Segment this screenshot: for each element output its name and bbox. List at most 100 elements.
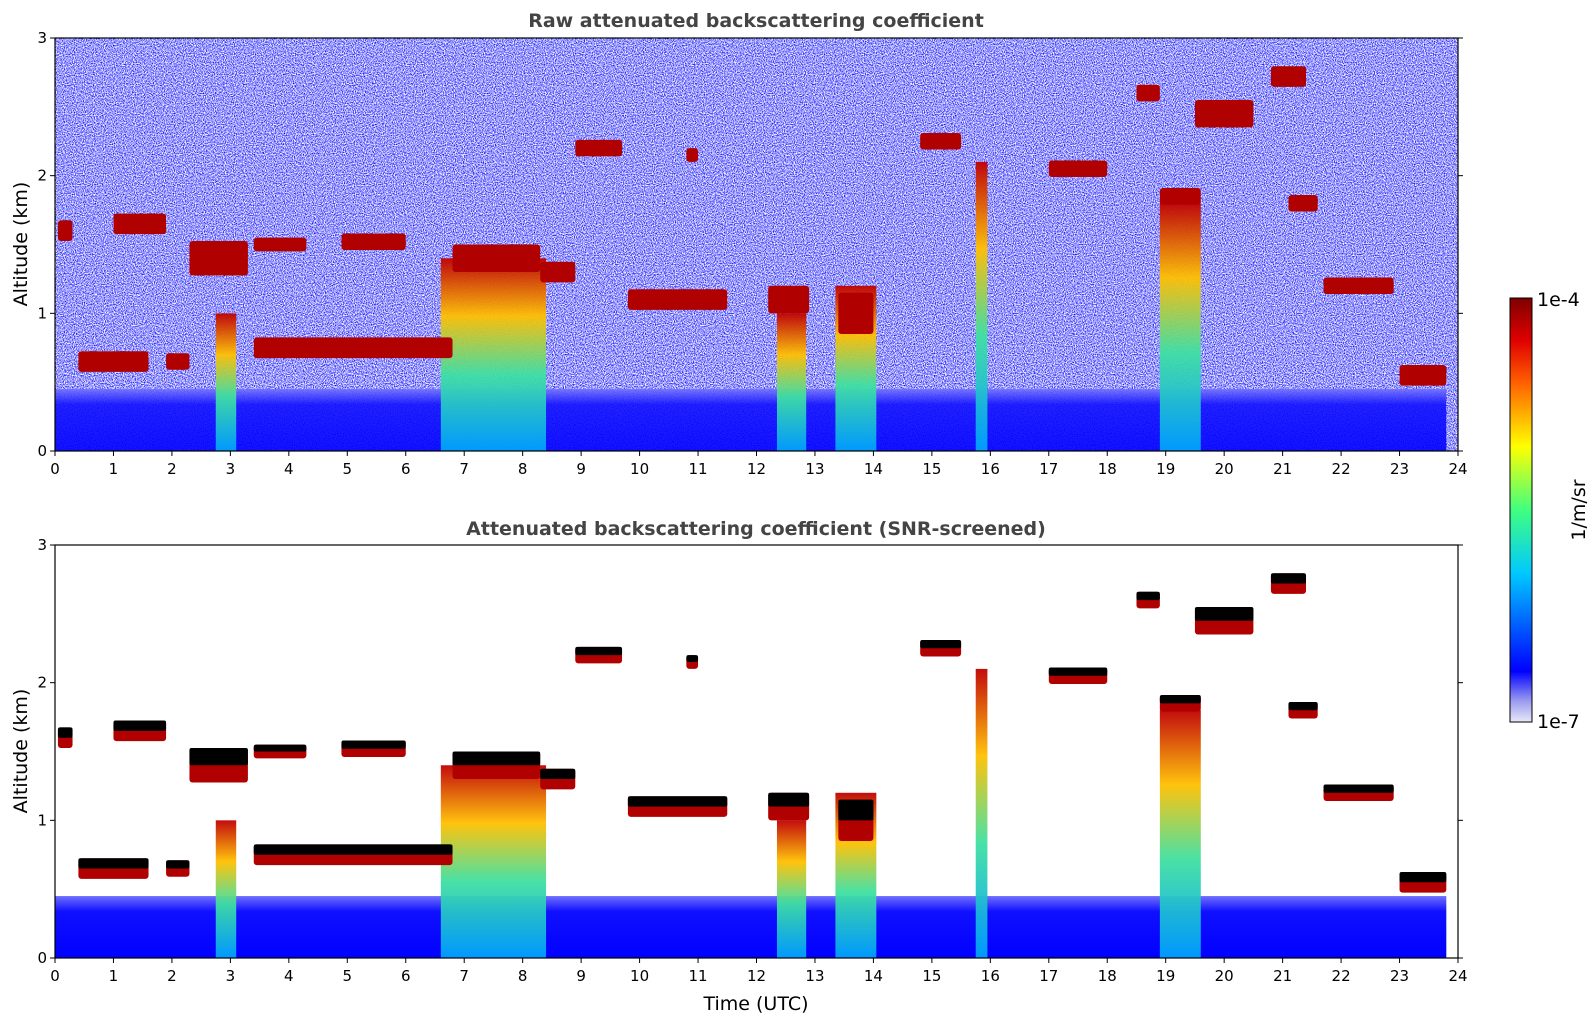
- x-tick-label: 10: [630, 460, 649, 478]
- x-tick-label: 18: [1098, 460, 1117, 478]
- aerosol-plume: [776, 820, 807, 958]
- x-axis-label: Time (UTC): [702, 993, 808, 1015]
- cloud-layer: [452, 244, 541, 273]
- aerosol-plume: [975, 668, 988, 958]
- x-tick-label: 3: [226, 967, 236, 985]
- x-tick-label: 2: [167, 460, 177, 478]
- cloud-layer: [57, 220, 73, 242]
- aerosol-plume: [215, 313, 237, 451]
- cloud-layer-top: [1194, 606, 1254, 621]
- x-tick-label: 22: [1332, 460, 1351, 478]
- cloud-layer-top: [1136, 591, 1160, 601]
- x-tick-label: 6: [401, 460, 411, 478]
- colorbar-max-label: 1e-4: [1537, 289, 1580, 311]
- x-tick-label: 13: [805, 967, 824, 985]
- x-tick-label: 5: [343, 967, 353, 985]
- colorbar-gradient: [1509, 297, 1533, 723]
- x-tick-label: 19: [1156, 967, 1175, 985]
- cloud-layer-top: [113, 720, 167, 731]
- panel-title: Attenuated backscattering coefficient (S…: [466, 518, 1046, 540]
- cloud-layer-top: [189, 748, 248, 766]
- cloud-layer-top: [1288, 701, 1318, 711]
- x-tick-label: 4: [284, 460, 294, 478]
- aerosol-plume: [215, 820, 237, 958]
- boundary-layer: [55, 389, 1447, 451]
- x-tick-label: 13: [805, 460, 824, 478]
- cloud-layer: [113, 213, 167, 235]
- x-tick-label: 23: [1390, 460, 1409, 478]
- x-tick-label: 17: [1039, 460, 1058, 478]
- cloud-layer: [1194, 99, 1254, 128]
- y-tick-label: 3: [37, 536, 47, 554]
- x-tick-label: 14: [864, 460, 883, 478]
- x-tick-label: 0: [50, 460, 60, 478]
- cloud-layer: [540, 261, 576, 283]
- x-tick-label: 5: [343, 460, 353, 478]
- aerosol-plume: [440, 765, 547, 958]
- colorbar-min-label: 1e-7: [1537, 711, 1580, 733]
- cloud-layer-top: [57, 727, 73, 738]
- panel-title: Raw attenuated backscattering coefficien…: [528, 10, 984, 32]
- x-tick-label: 11: [688, 967, 707, 985]
- x-tick-label: 7: [459, 967, 469, 985]
- cloud-layer-top: [452, 751, 541, 766]
- cloud-layer-top: [78, 858, 149, 869]
- cloud-layer: [838, 292, 874, 334]
- cloud-layer-top: [627, 796, 728, 807]
- cloud-layer-top: [920, 639, 962, 649]
- x-tick-label: 21: [1273, 460, 1292, 478]
- x-tick-label: 19: [1156, 460, 1175, 478]
- x-tick-label: 20: [1215, 967, 1234, 985]
- x-tick-label: 0: [50, 967, 60, 985]
- cloud-layer-top: [166, 860, 190, 869]
- x-tick-label: 6: [401, 967, 411, 985]
- cloud-layer-top: [253, 744, 307, 752]
- x-tick-label: 23: [1390, 967, 1409, 985]
- y-tick-label: 0: [37, 949, 47, 967]
- y-axis-label: Altitude (km): [10, 689, 32, 814]
- x-tick-label: 15: [922, 460, 941, 478]
- x-tick-label: 9: [576, 460, 586, 478]
- cloud-layer-top: [838, 799, 874, 821]
- plot-area: [55, 38, 1458, 451]
- cloud-layer-top: [1399, 871, 1447, 883]
- panel-raw: Raw attenuated backscattering coefficien…: [10, 10, 1468, 478]
- y-tick-label: 1: [37, 304, 47, 322]
- x-tick-label: 9: [576, 967, 586, 985]
- cloud-layer: [1399, 364, 1447, 386]
- x-tick-label: 8: [518, 460, 528, 478]
- x-tick-label: 10: [630, 967, 649, 985]
- cloud-layer-top: [341, 740, 406, 749]
- boundary-layer: [55, 896, 1447, 958]
- colorbar-label: 1/m/sr: [1568, 479, 1590, 540]
- y-tick-label: 2: [37, 167, 47, 185]
- x-tick-label: 12: [747, 967, 766, 985]
- cloud-layer-top: [253, 844, 453, 855]
- x-tick-label: 24: [1448, 967, 1467, 985]
- cloud-layer: [166, 353, 190, 370]
- aerosol-plume: [1159, 203, 1201, 451]
- x-tick-label: 16: [981, 460, 1000, 478]
- x-tick-label: 1: [109, 967, 119, 985]
- x-tick-label: 24: [1448, 460, 1467, 478]
- cloud-layer-top: [1048, 667, 1108, 676]
- cloud-layer: [78, 351, 149, 372]
- panel-screened: Attenuated backscattering coefficient (S…: [10, 518, 1468, 1015]
- x-tick-label: 4: [284, 967, 294, 985]
- x-tick-label: 11: [688, 460, 707, 478]
- y-axis-label: Altitude (km): [10, 182, 32, 307]
- x-tick-label: 18: [1098, 967, 1117, 985]
- cloud-layer: [1048, 160, 1108, 178]
- x-tick-label: 17: [1039, 967, 1058, 985]
- y-tick-label: 0: [37, 442, 47, 460]
- cloud-layer: [627, 289, 728, 310]
- plot-area: [55, 545, 1458, 958]
- colorbar: 1e-4 1e-7 1/m/sr: [1509, 289, 1590, 733]
- cloud-layer-top: [686, 655, 699, 663]
- cloud-layer: [1159, 188, 1201, 205]
- aerosol-plume: [1159, 710, 1201, 958]
- x-tick-label: 8: [518, 967, 528, 985]
- y-tick-label: 1: [37, 811, 47, 829]
- x-tick-label: 20: [1215, 460, 1234, 478]
